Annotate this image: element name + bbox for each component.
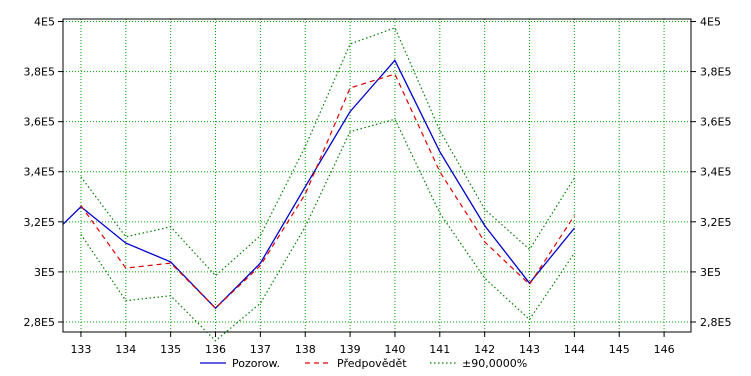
y-tick-label-right: 3,8E5 [700,66,731,79]
x-tick-label: 139 [340,343,361,356]
series-line-1 [62,59,575,310]
series-line-3 [80,27,575,277]
y-tick-label-left: 3E5 [34,266,55,279]
y-tick-label-right: 3E5 [700,266,721,279]
x-tick-label: 146 [654,343,675,356]
y-tick-label-left: 3,8E5 [24,66,55,79]
series-line-4 [80,118,575,342]
x-tick-label: 137 [250,343,271,356]
y-tick-label-right: 4E5 [700,16,721,29]
legend-label-3: ±90,0000% [462,357,527,370]
x-tick-label: 135 [160,343,181,356]
x-tick-label: 138 [295,343,316,356]
x-tick-label: 142 [474,343,495,356]
x-tick-label: 143 [519,343,540,356]
x-tick-label: 145 [609,343,630,356]
legend: Pozorow. Předpovědět ±90,0000% [200,357,527,370]
gridlines [63,19,691,332]
y-tick-label-right: 3,2E5 [700,216,731,229]
y-tick-label-right: 3,6E5 [700,116,731,129]
y-axis-right: 2,8E5 3E5 3,2E5 3,4E5 3,6E5 3,8E5 4E5 [691,16,731,329]
x-tick-label: 141 [429,343,450,356]
y-tick-label-left: 4E5 [34,16,55,29]
y-tick-label-left: 2,8E5 [24,316,55,329]
y-tick-label-left: 3,6E5 [24,116,55,129]
legend-label-1: Pozorow. [232,357,280,370]
plot-frame [62,18,692,333]
series-lines [62,27,575,342]
x-tick-label: 144 [564,343,585,356]
y-tick-label-left: 3,4E5 [24,166,55,179]
y-tick-label-right: 2,8E5 [700,316,731,329]
x-axis: 133 134 135 136 137 138 139 140 141 142 143 144 145 1… [70,332,675,356]
x-tick-label: 133 [70,343,91,356]
series-line-2 [80,73,575,310]
y-axis-left: 2,8E5 3E5 3,2E5 3,4E5 3,6E5 3,8E5 4E5 [24,16,63,329]
x-tick-label: 134 [115,343,136,356]
x-tick-label: 140 [384,343,405,356]
y-tick-label-right: 3,4E5 [700,166,731,179]
x-tick-label: 136 [205,343,226,356]
legend-label-2: Předpovědět [337,357,407,370]
y-tick-label-left: 3,2E5 [24,216,55,229]
